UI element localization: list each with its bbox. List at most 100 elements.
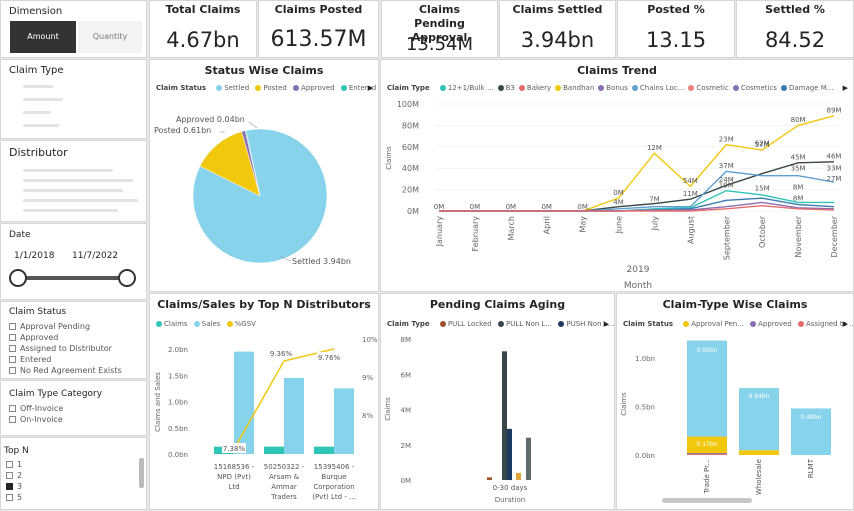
data-label: 0M bbox=[434, 203, 445, 211]
legend-item[interactable]: B3 bbox=[505, 84, 515, 92]
legend-more-arrow[interactable]: ▶ bbox=[603, 320, 609, 328]
data-label: 35M bbox=[791, 164, 806, 172]
legend-item[interactable]: Approved bbox=[758, 320, 792, 328]
category-item-off-invoice[interactable]: Off-Invoice bbox=[9, 404, 63, 413]
bar-segment[interactable] bbox=[687, 340, 727, 437]
legend-item[interactable]: Bonus bbox=[606, 84, 628, 92]
checkbox[interactable] bbox=[9, 356, 16, 363]
pie-slice-entered[interactable] bbox=[244, 130, 261, 197]
bar-segment[interactable] bbox=[687, 436, 727, 454]
date-range-track[interactable] bbox=[17, 276, 127, 280]
top-n-item-2[interactable]: 2 bbox=[6, 471, 22, 480]
data-label: 15M bbox=[755, 185, 770, 193]
top-n-item-3[interactable]: 3 bbox=[6, 482, 22, 491]
bar-segment[interactable] bbox=[739, 388, 779, 451]
legend-item[interactable]: Settled bbox=[224, 84, 250, 92]
bar-aging[interactable] bbox=[516, 472, 521, 480]
legend-dot-pull-locked bbox=[439, 321, 446, 327]
end-handle[interactable] bbox=[118, 269, 136, 287]
start-handle[interactable] bbox=[9, 269, 27, 287]
bar-segment[interactable] bbox=[739, 450, 779, 455]
category-item-on-invoice[interactable]: On-Invoice bbox=[9, 415, 63, 424]
bar-claims[interactable] bbox=[314, 446, 334, 454]
blurred-item[interactable] bbox=[23, 209, 118, 212]
end-date[interactable]: 11/7/2022 bbox=[72, 251, 119, 261]
start-date[interactable]: 1/1/2018 bbox=[14, 251, 55, 261]
status-item-assigned[interactable]: Assigned to Distributor bbox=[9, 344, 112, 353]
horizontal-scrollbar[interactable] bbox=[662, 498, 752, 503]
legend-item[interactable]: Bakery bbox=[526, 84, 552, 92]
checkbox[interactable] bbox=[6, 472, 13, 479]
checkbox[interactable] bbox=[9, 334, 16, 341]
bar-aging[interactable] bbox=[507, 428, 512, 480]
blurred-item[interactable] bbox=[23, 189, 123, 192]
legend-item[interactable]: PULL Locked bbox=[447, 320, 492, 328]
legend-item[interactable]: Cosmetics bbox=[740, 84, 777, 92]
y-axis-label: Claims bbox=[385, 146, 393, 170]
blurred-item[interactable] bbox=[23, 199, 138, 202]
quantity-button[interactable]: Quantity bbox=[78, 21, 142, 53]
top-n-title: Top N bbox=[4, 446, 29, 456]
amount-button[interactable]: Amount bbox=[10, 21, 76, 53]
trend-line[interactable] bbox=[439, 204, 835, 212]
checkbox[interactable] bbox=[6, 494, 13, 501]
legend-item[interactable]: 12+1/Bulk ... bbox=[447, 84, 494, 92]
bar-sales[interactable] bbox=[284, 377, 304, 454]
blurred-item[interactable] bbox=[23, 169, 113, 172]
bar-sales[interactable] bbox=[234, 351, 254, 454]
legend-item[interactable]: Chains Loc... bbox=[639, 84, 685, 92]
bar-aging[interactable] bbox=[502, 351, 507, 480]
legend-item[interactable]: Approval Pen... bbox=[691, 320, 744, 328]
trend-line[interactable] bbox=[439, 115, 835, 212]
legend-item[interactable]: Damage M... bbox=[788, 84, 834, 92]
checkbox[interactable] bbox=[6, 461, 13, 468]
blurred-item[interactable] bbox=[23, 111, 51, 114]
topn-svg: 2.0bn 1.5bn 1.0bn 0.5bn 0.0bn 10% 9% 8% Claims a… bbox=[154, 336, 378, 501]
legend-item[interactable]: Bandhan bbox=[563, 84, 595, 92]
checkbox[interactable] bbox=[9, 345, 16, 352]
x-tick: April bbox=[543, 216, 552, 234]
bar-sales[interactable] bbox=[334, 388, 354, 454]
status-item-approved[interactable]: Approved bbox=[9, 333, 58, 342]
legend-item[interactable]: PULL Non L... bbox=[505, 320, 553, 328]
top-n-item-1[interactable]: 1 bbox=[6, 460, 22, 469]
legend-item[interactable]: Sales bbox=[201, 320, 221, 328]
category-label: Off-Invoice bbox=[20, 404, 64, 413]
legend-item[interactable]: %GSV bbox=[234, 320, 256, 328]
checkbox[interactable] bbox=[9, 405, 16, 412]
scrollbar[interactable] bbox=[139, 458, 144, 488]
x-tick: January bbox=[435, 216, 444, 248]
bar-aging[interactable] bbox=[487, 477, 492, 480]
checkbox[interactable] bbox=[9, 416, 16, 423]
x-tick: Arsam & bbox=[269, 473, 300, 481]
legend-item[interactable]: Cosmetic bbox=[696, 84, 729, 92]
checkbox[interactable] bbox=[9, 367, 16, 374]
status-item-no-red[interactable]: No Red Agreement Exists bbox=[9, 366, 122, 375]
legend-more-arrow[interactable]: ▶ bbox=[842, 84, 848, 92]
pie-slice-posted[interactable] bbox=[199, 131, 261, 197]
legend-more-arrow[interactable]: ▶ bbox=[842, 320, 848, 328]
blurred-item[interactable] bbox=[23, 179, 133, 182]
legend-item[interactable]: Approved bbox=[301, 84, 335, 92]
checkbox[interactable] bbox=[9, 323, 16, 330]
blurred-item[interactable] bbox=[23, 98, 63, 101]
legend-more-arrow[interactable]: ▶ bbox=[367, 84, 373, 92]
legend-item[interactable]: Assigned to ... bbox=[805, 320, 854, 328]
x-tick: Wholesale bbox=[755, 459, 763, 495]
status-item-entered[interactable]: Entered bbox=[9, 355, 51, 364]
bar-claims[interactable] bbox=[264, 446, 284, 454]
legend-item[interactable]: PUSH Non L... bbox=[566, 320, 615, 328]
blurred-item[interactable] bbox=[23, 124, 59, 127]
blurred-item[interactable] bbox=[23, 85, 53, 88]
bar-segment[interactable] bbox=[791, 408, 831, 455]
status-item-approval-pending[interactable]: Approval Pending bbox=[9, 322, 90, 331]
bar-aging[interactable] bbox=[526, 437, 531, 480]
legend-item[interactable]: Claims bbox=[164, 320, 188, 328]
legend-item[interactable]: Entered bbox=[348, 84, 377, 92]
checkbox-checked[interactable] bbox=[6, 483, 13, 490]
legend-item[interactable]: Posted bbox=[263, 84, 287, 92]
bar-segment[interactable] bbox=[687, 453, 727, 455]
bar-segment[interactable] bbox=[687, 454, 727, 455]
kpi-title: Claims Pending Approval bbox=[411, 3, 468, 44]
top-n-item-5[interactable]: 5 bbox=[6, 493, 22, 502]
